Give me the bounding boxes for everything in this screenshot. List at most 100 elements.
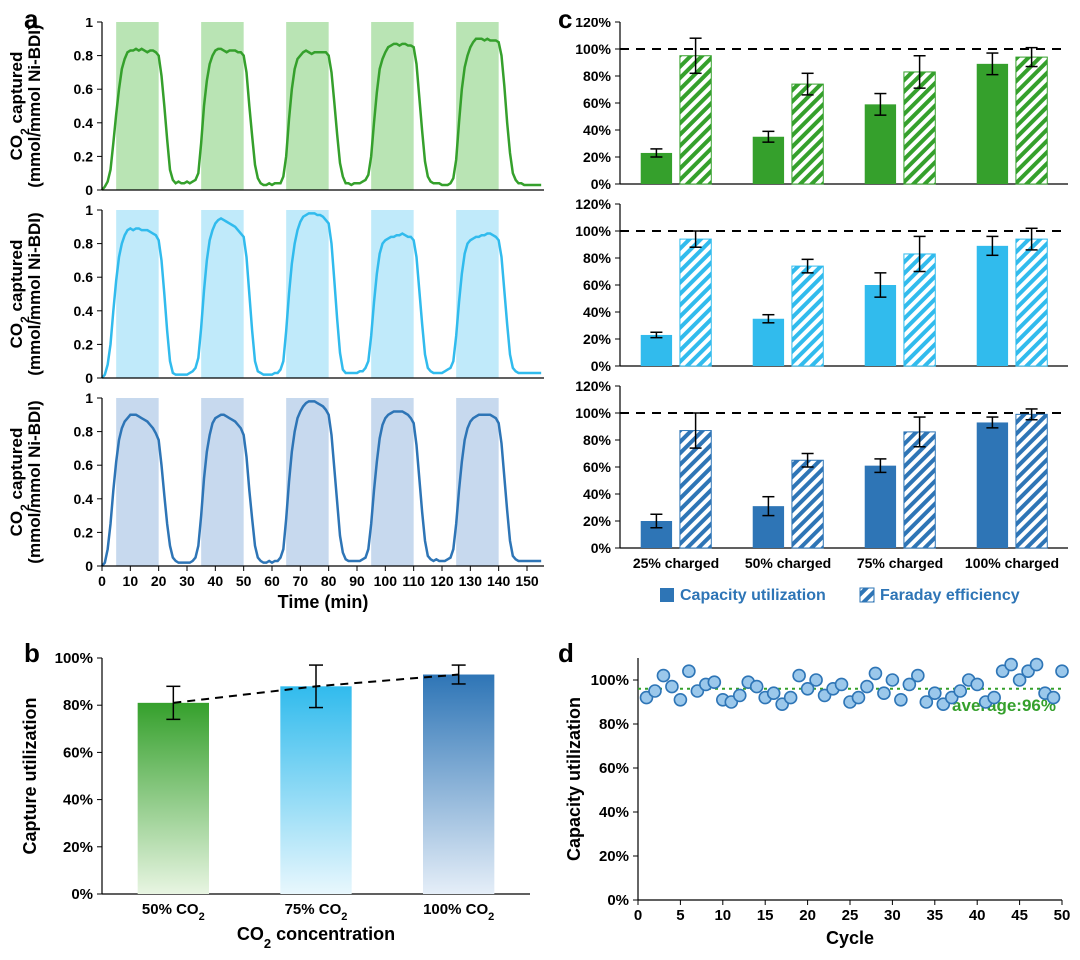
svg-text:0%: 0% [591,176,612,192]
svg-text:Time (min): Time (min) [278,592,369,612]
svg-text:0.4: 0.4 [74,491,94,507]
svg-text:80%: 80% [63,697,93,714]
svg-text:0: 0 [85,370,93,386]
svg-text:40%: 40% [583,122,612,138]
svg-text:Capacity utilization: Capacity utilization [680,587,826,604]
svg-text:75% CO2: 75% CO2 [285,901,348,923]
svg-text:120%: 120% [575,378,611,394]
svg-text:CO2 captured(mmol/mmol Ni-BDI): CO2 captured(mmol/mmol Ni-BDI) [10,212,44,375]
svg-text:0.4: 0.4 [74,303,94,319]
svg-text:0.6: 0.6 [74,269,94,285]
svg-text:25: 25 [842,907,859,924]
svg-text:20%: 20% [583,513,612,529]
svg-text:20%: 20% [583,149,612,165]
svg-text:0.2: 0.2 [74,148,94,164]
svg-text:50: 50 [1054,907,1071,924]
svg-text:60%: 60% [583,459,612,475]
svg-text:10: 10 [714,907,731,924]
svg-text:60%: 60% [583,277,612,293]
svg-text:40: 40 [969,907,986,924]
svg-text:75% charged: 75% charged [857,555,943,571]
svg-text:CO2 captured(mmol/mmol Ni-BDI): CO2 captured(mmol/mmol Ni-BDI) [10,400,44,563]
panel-c: 0% 20% 40% 60% 80% 100% 120% 0% 20% 40% 60% 80% 100%… [556,18,1074,632]
svg-text:0%: 0% [71,886,93,903]
svg-text:1: 1 [85,18,93,30]
svg-text:0.2: 0.2 [74,336,94,352]
svg-text:20: 20 [151,573,167,589]
svg-text:100% charged: 100% charged [965,555,1059,571]
svg-text:Cycle: Cycle [826,928,874,948]
svg-text:35: 35 [926,907,943,924]
svg-text:0%: 0% [607,892,629,909]
svg-text:0: 0 [634,907,642,924]
svg-text:0: 0 [85,558,93,574]
svg-text:80%: 80% [583,68,612,84]
svg-text:45: 45 [1011,907,1028,924]
svg-text:80%: 80% [599,716,629,733]
svg-text:Faraday efficiency: Faraday efficiency [880,587,1020,604]
svg-text:20: 20 [799,907,816,924]
svg-text:50: 50 [236,573,252,589]
svg-text:120: 120 [430,573,454,589]
svg-text:90: 90 [349,573,365,589]
svg-text:40%: 40% [599,804,629,821]
svg-text:40%: 40% [63,792,93,809]
svg-text:Capture utilization: Capture utilization [20,698,40,855]
svg-text:40: 40 [208,573,224,589]
svg-text:140: 140 [487,573,511,589]
svg-text:0.2: 0.2 [74,524,94,540]
svg-text:0.6: 0.6 [74,457,94,473]
svg-text:20%: 20% [599,848,629,865]
svg-text:80%: 80% [583,250,612,266]
svg-text:CO2 concentration: CO2 concentration [237,924,395,951]
svg-text:120%: 120% [575,196,611,212]
svg-text:1: 1 [85,202,93,218]
svg-text:110: 110 [402,573,425,589]
svg-text:100%: 100% [55,650,93,667]
panel-d: 0% 20% 40% 60% 80% 100% 0 5 10 15 20 25 30 35 40 45 50 av… [556,650,1074,952]
svg-text:100%: 100% [575,405,611,421]
svg-text:30: 30 [179,573,195,589]
svg-text:15: 15 [757,907,774,924]
svg-text:Capacity utilization: Capacity utilization [564,697,584,861]
svg-text:60: 60 [264,573,280,589]
svg-text:0: 0 [85,182,93,198]
svg-text:70: 70 [293,573,309,589]
svg-text:60%: 60% [63,744,93,761]
svg-text:60%: 60% [599,760,629,777]
svg-text:0.8: 0.8 [74,424,94,440]
svg-text:0.4: 0.4 [74,115,94,131]
svg-text:100: 100 [374,573,398,589]
svg-text:40%: 40% [583,304,612,320]
svg-text:50% charged: 50% charged [745,555,831,571]
svg-text:40%: 40% [583,486,612,502]
panel-b: 0% 20% 40% 60% 80% 100% 50% CO2 75% CO2 100% CO2… [10,650,550,952]
svg-text:130: 130 [459,573,483,589]
svg-text:0.8: 0.8 [74,48,94,64]
svg-text:80: 80 [321,573,337,589]
svg-text:0%: 0% [591,540,612,556]
svg-text:50% CO2: 50% CO2 [142,901,205,923]
svg-text:60%: 60% [583,95,612,111]
svg-text:5: 5 [676,907,684,924]
svg-text:30: 30 [884,907,901,924]
svg-text:150: 150 [515,573,539,589]
figure-container: a b c d 00.20.40.60.81CO2 captured(mmol/… [0,0,1080,960]
svg-text:80%: 80% [583,432,612,448]
svg-text:20%: 20% [583,331,612,347]
svg-text:10: 10 [123,573,139,589]
svg-text:100%: 100% [591,672,629,689]
svg-text:0.6: 0.6 [74,81,94,97]
svg-text:0%: 0% [591,358,612,374]
svg-text:100%: 100% [575,223,611,239]
svg-text:CO2 captured(mmol/mmol Ni-BDI): CO2 captured(mmol/mmol Ni-BDI) [10,24,44,187]
svg-text:1: 1 [85,390,93,406]
svg-text:25% charged: 25% charged [633,555,719,571]
svg-text:0.8: 0.8 [74,236,94,252]
panel-a: 0 0.2 0.4 0.6 0.8 1 CO2 captured(mmol/mmol Ni-… [10,18,550,632]
svg-text:0: 0 [98,573,106,589]
svg-text:average:96%: average:96% [952,696,1056,715]
svg-text:20%: 20% [63,839,93,856]
svg-text:100% CO2: 100% CO2 [423,901,494,923]
svg-text:100%: 100% [575,41,611,57]
